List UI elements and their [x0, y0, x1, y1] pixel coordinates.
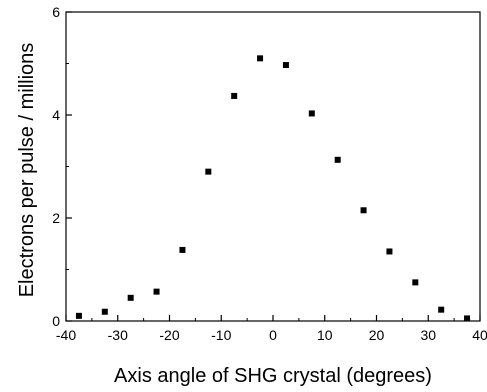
y-tick-label: 0	[52, 313, 60, 329]
data-point	[464, 315, 471, 322]
x-tick-label: 10	[317, 327, 333, 343]
data-points	[75, 55, 471, 322]
data-point	[360, 207, 367, 214]
data-point	[231, 92, 238, 99]
axes: -40 -30 -20 -10 0 10 20 30 40 0 2 4 6	[52, 4, 487, 343]
data-point	[386, 248, 393, 255]
y-tick-label: 2	[52, 210, 60, 226]
y-axis-label: Electrons per pulse / millions	[16, 43, 38, 298]
data-point	[75, 312, 82, 319]
data-point	[282, 62, 289, 69]
x-tick-label: -30	[108, 327, 128, 343]
x-tick-label: 30	[420, 327, 436, 343]
x-tick-label: -20	[159, 327, 179, 343]
data-point	[205, 168, 212, 175]
data-point	[438, 306, 445, 313]
data-point	[308, 110, 315, 117]
x-tick-label: 0	[269, 327, 277, 343]
x-tick-label: -40	[56, 327, 76, 343]
y-tick-label: 4	[52, 107, 60, 123]
x-tick-label: -10	[211, 327, 231, 343]
data-point	[412, 279, 419, 286]
y-tick-label: 6	[52, 4, 60, 20]
data-point	[179, 246, 186, 253]
plot-frame	[65, 11, 481, 322]
x-axis-label: Axis angle of SHG crystal (degrees)	[114, 365, 432, 387]
data-point	[257, 55, 264, 62]
data-point	[101, 308, 108, 315]
data-point	[153, 288, 160, 295]
data-point	[127, 294, 134, 301]
x-tick-label: 20	[369, 327, 385, 343]
data-point	[334, 156, 341, 163]
x-tick-label: 40	[472, 327, 487, 343]
